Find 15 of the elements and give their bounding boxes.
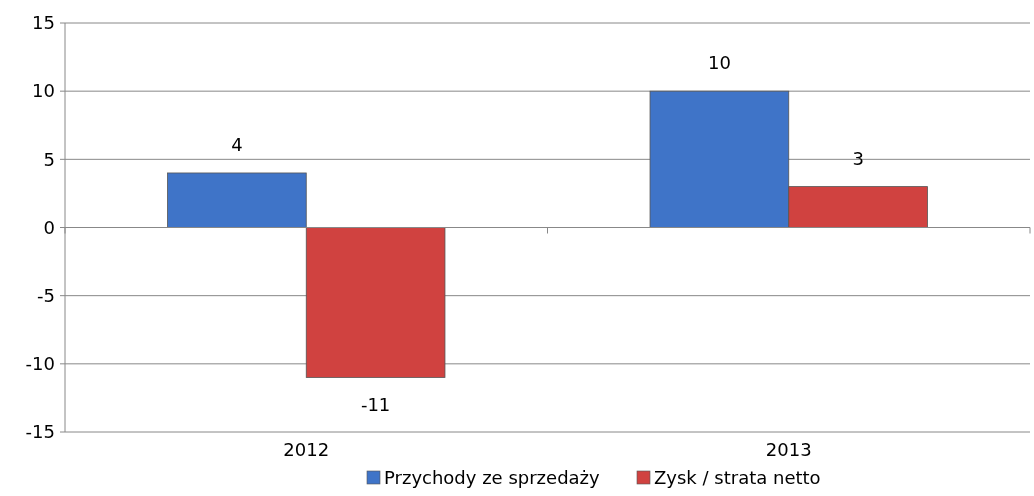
y-tick-label: 15: [32, 12, 55, 34]
y-tick-label: -5: [37, 284, 55, 306]
x-tick-label: 2013: [765, 439, 812, 460]
data-label: 3: [852, 147, 864, 169]
x-tick-label: 2012: [283, 439, 330, 460]
y-tick-label: -15: [25, 421, 55, 443]
legend-label: Przychody ze sprzedaży: [384, 467, 601, 488]
y-tick-label: -10: [25, 353, 55, 375]
y-tick-label: 10: [32, 80, 55, 102]
y-tick-label: 5: [43, 148, 55, 170]
y-tick-label: 0: [43, 216, 55, 238]
data-label: 10: [707, 52, 731, 74]
legend-label: Zysk / strata netto: [654, 467, 821, 488]
data-label: -11: [360, 394, 391, 416]
data-label: 4: [231, 133, 243, 155]
